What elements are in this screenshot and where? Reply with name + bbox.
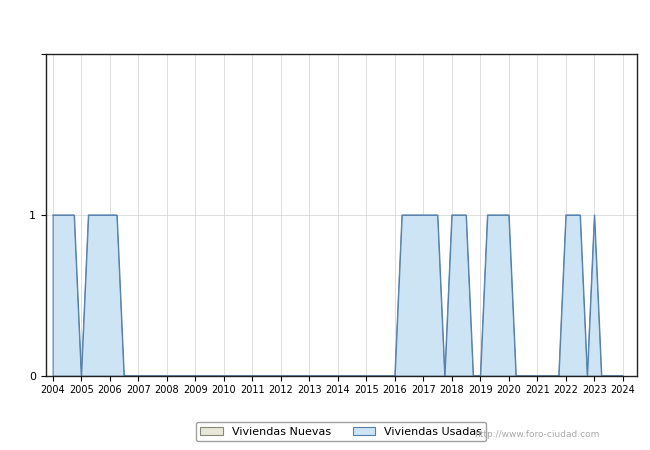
Legend: Viviendas Nuevas, Viviendas Usadas: Viviendas Nuevas, Viviendas Usadas xyxy=(196,422,486,441)
Text: http://www.foro-ciudad.com: http://www.foro-ciudad.com xyxy=(474,430,600,439)
Text: Quintanilla del Molar - Evolucion del Nº de Transacciones Inmobiliarias: Quintanilla del Molar - Evolucion del Nº… xyxy=(90,17,560,30)
